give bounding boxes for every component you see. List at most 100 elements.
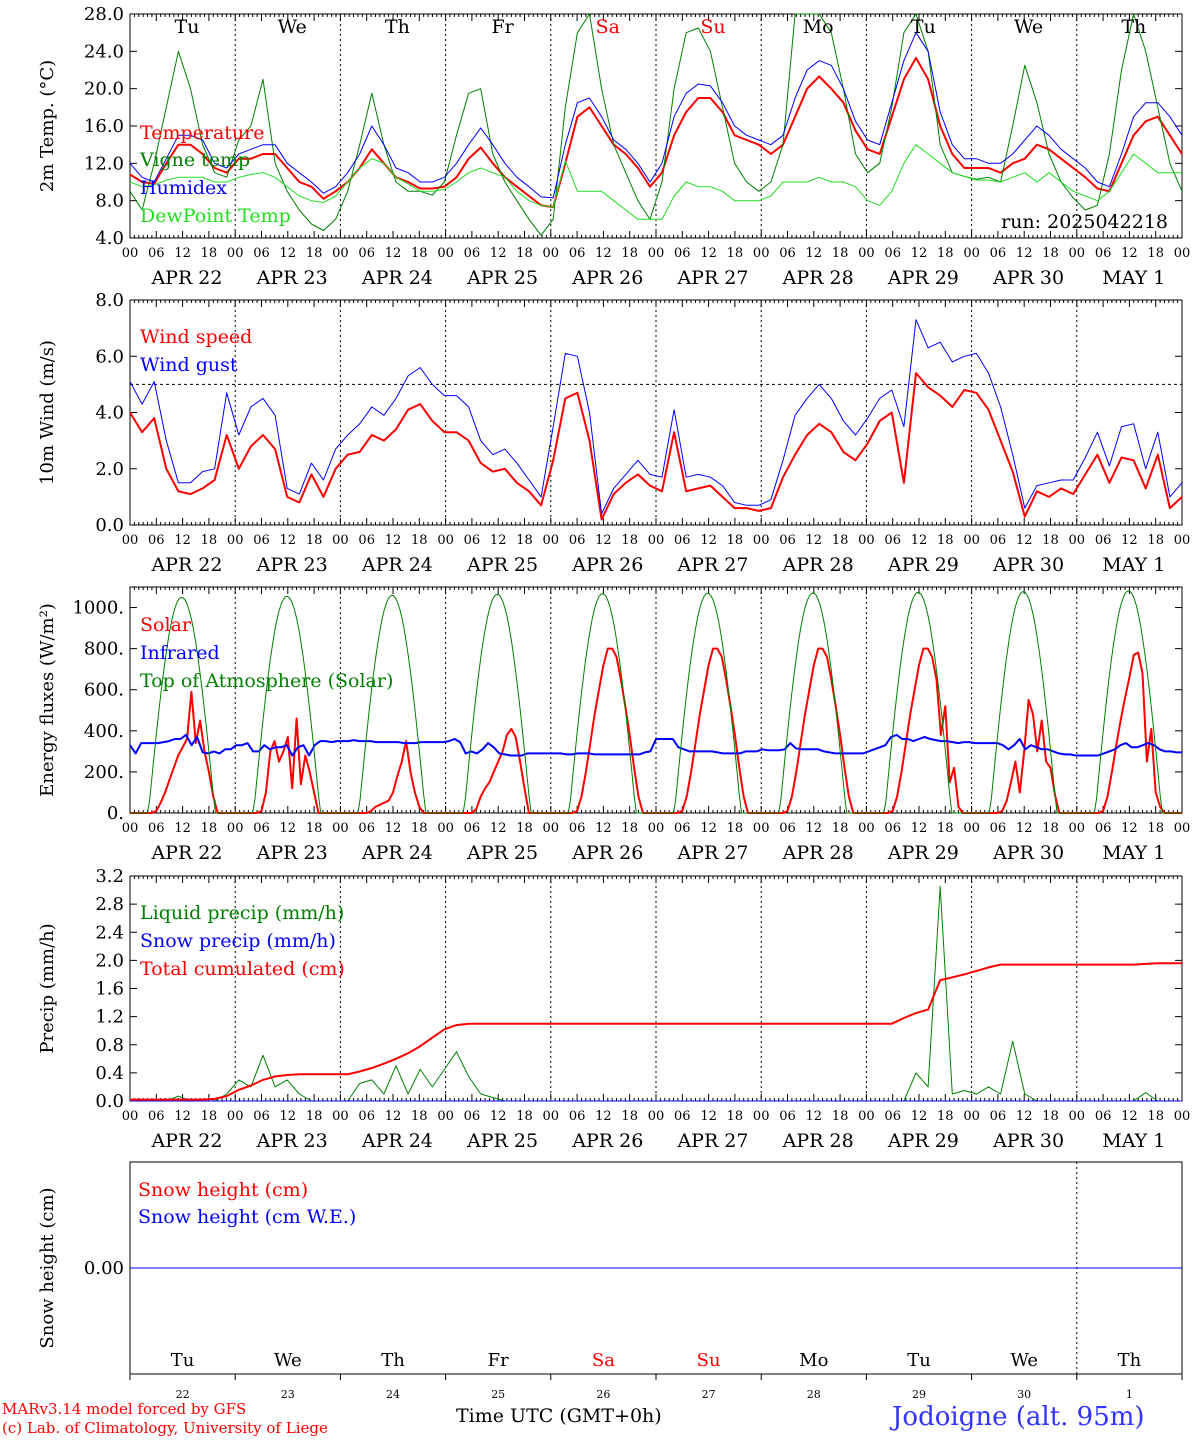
hour-tick-label: 12 bbox=[911, 533, 928, 548]
hour-tick-label: 18 bbox=[306, 533, 323, 548]
y-tick-label: 3.2 bbox=[95, 866, 124, 887]
hour-tick-label: 06 bbox=[1095, 1109, 1112, 1124]
date-label: APR 23 bbox=[256, 1130, 328, 1152]
weekday-label: Mo bbox=[803, 16, 834, 38]
date-label: APR 26 bbox=[571, 1130, 643, 1152]
date-label: APR 22 bbox=[150, 842, 222, 864]
date-label: APR 27 bbox=[676, 267, 748, 289]
hour-tick-label: 06 bbox=[990, 1109, 1007, 1124]
date-label: APR 29 bbox=[887, 554, 959, 576]
y-axis-title: Snow height (cm) bbox=[37, 1187, 58, 1348]
date-label: APR 24 bbox=[361, 842, 433, 864]
legend-entry: Temperature bbox=[140, 122, 264, 144]
hour-tick-label: 12 bbox=[385, 533, 402, 548]
hour-tick-label: 12 bbox=[490, 533, 507, 548]
y-axis-title: 10m Wind (m/s) bbox=[37, 340, 58, 485]
hour-tick-label: 18 bbox=[621, 1109, 638, 1124]
y-tick-label: 400. bbox=[84, 721, 124, 742]
hour-tick-label: 12 bbox=[1121, 533, 1138, 548]
weekday-label: Th bbox=[1118, 1350, 1142, 1371]
hour-tick-label: 12 bbox=[700, 821, 717, 836]
series-line-top-of-atmosphere-solar- bbox=[130, 590, 1182, 814]
date-label: APR 24 bbox=[361, 554, 433, 576]
series-line-wind-gust bbox=[129, 319, 1183, 515]
y-tick-label: 1000. bbox=[72, 598, 124, 619]
series-line-humidex bbox=[129, 32, 1183, 199]
y-tick-label: 0.4 bbox=[95, 1063, 124, 1084]
hour-tick-label: 18 bbox=[832, 1109, 849, 1124]
hour-tick-label: 18 bbox=[306, 1109, 323, 1124]
hour-tick-label: 18 bbox=[1147, 821, 1164, 836]
y-tick-label: 24.0 bbox=[84, 41, 124, 62]
hour-tick-label: 00 bbox=[858, 1109, 875, 1124]
hour-tick-label: 00 bbox=[858, 821, 875, 836]
hour-tick-label: 12 bbox=[1121, 246, 1138, 261]
y-tick-label: 600. bbox=[84, 680, 124, 701]
hour-tick-label: 12 bbox=[700, 246, 717, 261]
hour-tick-label: 18 bbox=[937, 533, 954, 548]
hour-tick-label: 06 bbox=[674, 821, 691, 836]
y-tick-label: 200. bbox=[84, 762, 124, 783]
date-label: MAY 1 bbox=[1102, 267, 1165, 289]
legend-entry: Snow height (cm) bbox=[138, 1179, 308, 1201]
hour-tick-label: 12 bbox=[174, 533, 191, 548]
hour-tick-label: 18 bbox=[1147, 246, 1164, 261]
hour-tick-label: 18 bbox=[411, 533, 428, 548]
y-tick-label: 0.00 bbox=[84, 1258, 124, 1279]
hour-tick-label: 00 bbox=[963, 821, 980, 836]
hour-tick-label: 00 bbox=[227, 246, 244, 261]
day-number-label: 23 bbox=[281, 1388, 295, 1401]
weekday-label: We bbox=[1010, 1350, 1038, 1371]
hour-tick-label: 18 bbox=[201, 533, 218, 548]
hour-tick-label: 06 bbox=[148, 533, 165, 548]
hour-tick-label: 12 bbox=[490, 246, 507, 261]
y-tick-label: 0.0 bbox=[95, 1091, 124, 1112]
hour-tick-label: 12 bbox=[595, 1109, 612, 1124]
hour-tick-label: 12 bbox=[911, 821, 928, 836]
hour-tick-label: 12 bbox=[490, 1109, 507, 1124]
hour-tick-label: 00 bbox=[858, 533, 875, 548]
hour-tick-label: 18 bbox=[621, 821, 638, 836]
y-tick-label: 0.0 bbox=[95, 515, 124, 536]
panel-wind bbox=[129, 299, 1183, 526]
hour-tick-label: 06 bbox=[569, 1109, 586, 1124]
legend-entry: Snow height (cm W.E.) bbox=[138, 1206, 356, 1228]
series-line-total-cumulated-cm- bbox=[130, 962, 1182, 1101]
legend-entry: Snow precip (mm/h) bbox=[140, 930, 336, 952]
day-number-label: 29 bbox=[912, 1388, 926, 1401]
legend-entry: Total cumulated (cm) bbox=[140, 958, 345, 980]
y-tick-label: 28.0 bbox=[84, 4, 124, 25]
time-axis-label: Time UTC (GMT+0h) bbox=[456, 1405, 662, 1427]
date-label: APR 23 bbox=[256, 842, 328, 864]
weekday-label: We bbox=[274, 1350, 302, 1371]
hour-tick-label: 18 bbox=[832, 246, 849, 261]
hour-tick-label: 12 bbox=[1016, 1109, 1033, 1124]
hour-tick-label: 06 bbox=[779, 533, 796, 548]
hour-tick-label: 06 bbox=[148, 246, 165, 261]
weekday-label: Tu bbox=[907, 1350, 931, 1371]
hour-tick-label: 06 bbox=[464, 533, 481, 548]
y-tick-label: 1.2 bbox=[95, 1007, 124, 1028]
hour-tick-label: 18 bbox=[832, 821, 849, 836]
hour-tick-label: 00 bbox=[648, 1109, 665, 1124]
hour-tick-label: 00 bbox=[227, 1109, 244, 1124]
hour-tick-label: 12 bbox=[280, 821, 297, 836]
station-label: Jodoigne (alt. 95m) bbox=[892, 1402, 1145, 1432]
hour-tick-label: 18 bbox=[411, 821, 428, 836]
hour-tick-label: 00 bbox=[648, 821, 665, 836]
hour-tick-label: 00 bbox=[1174, 533, 1191, 548]
date-label: APR 30 bbox=[992, 554, 1064, 576]
date-label: APR 22 bbox=[150, 1130, 222, 1152]
date-label: APR 29 bbox=[887, 842, 959, 864]
date-label: APR 24 bbox=[361, 1130, 433, 1152]
hour-tick-label: 12 bbox=[700, 533, 717, 548]
hour-tick-label: 00 bbox=[543, 533, 560, 548]
y-tick-label: 800. bbox=[84, 639, 124, 660]
hour-tick-label: 12 bbox=[174, 246, 191, 261]
series-line-temperature bbox=[129, 56, 1183, 209]
hour-tick-label: 00 bbox=[648, 246, 665, 261]
hour-tick-label: 18 bbox=[201, 821, 218, 836]
hour-tick-label: 12 bbox=[1016, 533, 1033, 548]
hour-tick-label: 18 bbox=[516, 1109, 533, 1124]
legend-entry: Wind gust bbox=[140, 354, 238, 376]
